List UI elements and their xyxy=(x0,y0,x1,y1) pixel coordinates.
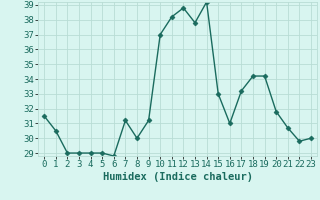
X-axis label: Humidex (Indice chaleur): Humidex (Indice chaleur) xyxy=(103,172,252,182)
